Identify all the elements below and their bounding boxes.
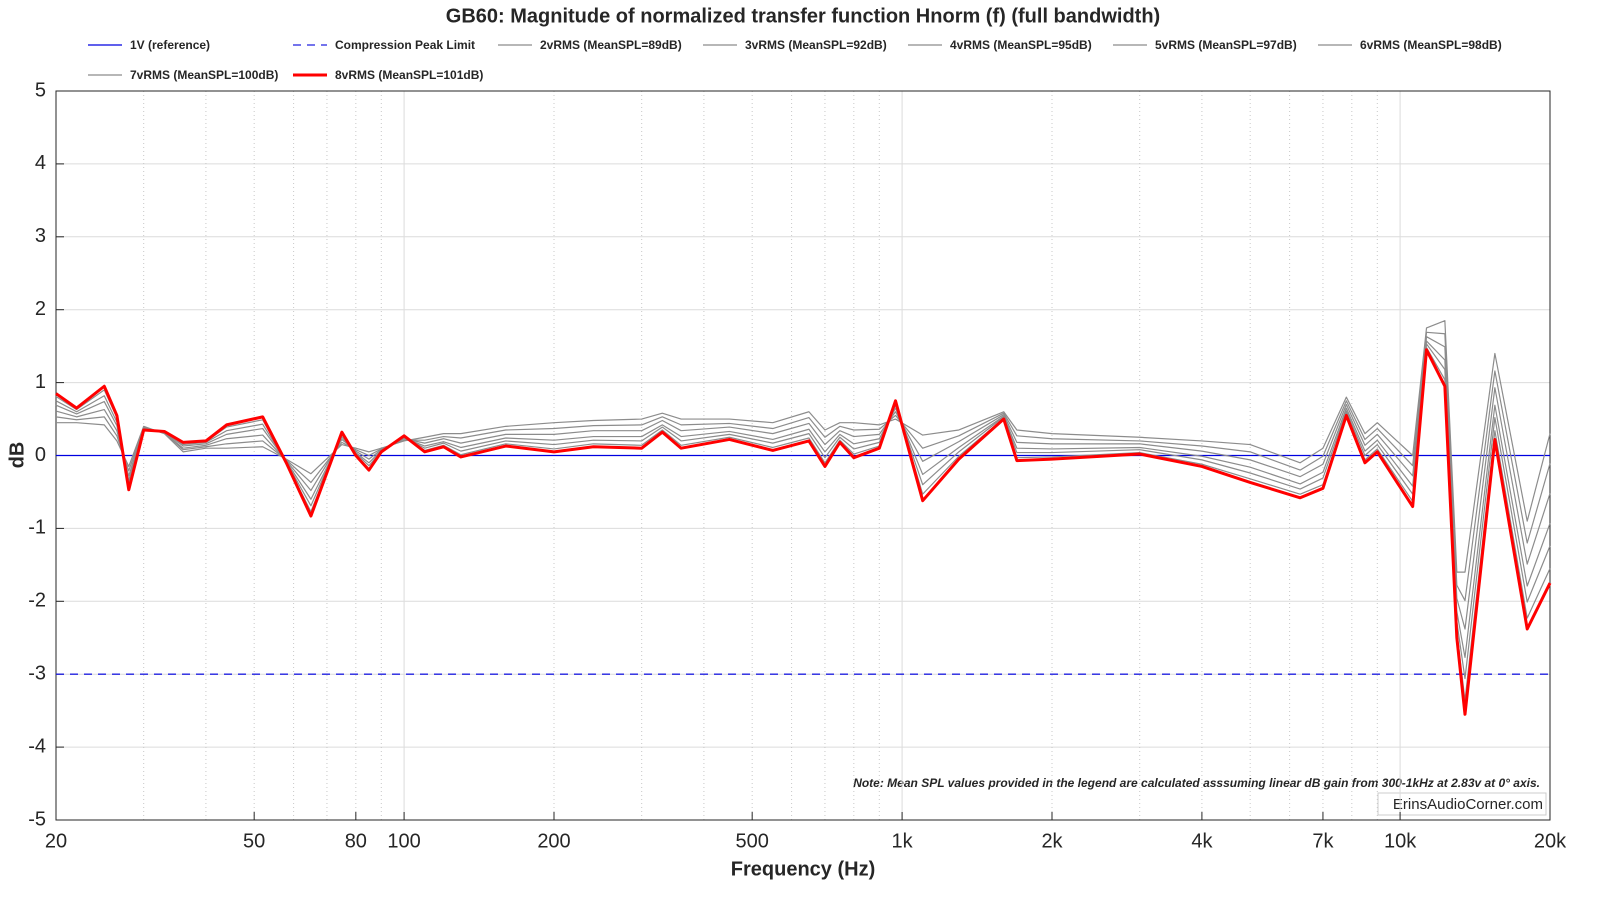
y-tick-label: -3 [28,662,46,684]
legend-label: 8vRMS (MeanSPL=101dB) [335,68,483,82]
y-tick-label: -2 [28,590,46,612]
series-line [55,331,1551,602]
series-line [55,343,1551,680]
legend-label: 2vRMS (MeanSPL=89dB) [540,38,682,52]
legend-label: 7vRMS (MeanSPL=100dB) [130,68,278,82]
watermark-box [1377,792,1547,816]
x-tick-label: 80 [345,830,367,852]
watermark: ErinsAudioCorner.com [1393,796,1543,813]
y-tick-label: -4 [28,735,46,757]
y-tick-label: 3 [35,225,46,247]
legend-label: 6vRMS (MeanSPL=98dB) [1360,38,1502,52]
legend-label: 1V (reference) [130,38,210,52]
x-tick-label: 7k [1312,830,1334,852]
y-tick-label: 0 [35,444,46,466]
x-tick-label: 50 [243,830,265,852]
x-tick-label: 500 [735,830,768,852]
x-tick-label: 4k [1191,830,1213,852]
note: Note: Mean SPL values provided in the le… [853,776,1540,790]
x-tick-label: 200 [537,830,570,852]
x-tick-label: 1k [892,830,914,852]
x-tick-label: 20 [45,830,67,852]
legend-label: Compression Peak Limit [335,38,475,52]
y-tick-label: -1 [28,517,46,539]
y-tick-label: 5 [35,79,46,101]
series-line [55,348,1552,716]
x-axis-label: Frequency (Hz) [731,858,875,880]
chart-title: GB60: Magnitude of normalized transfer f… [446,5,1160,27]
series-line [55,336,1551,630]
y-tick-label: 4 [35,152,46,174]
series-line [56,320,1551,573]
x-tick-label: 100 [387,830,420,852]
legend-label: 4vRMS (MeanSPL=95dB) [950,38,1092,52]
x-tick-label: 10k [1384,830,1417,852]
y-tick-label: 1 [35,371,46,393]
x-tick-label: 20k [1534,830,1567,852]
legend-label: 5vRMS (MeanSPL=97dB) [1155,38,1297,52]
x-tick-label: 2k [1041,830,1063,852]
series-line [55,340,1551,659]
legend-label: 3vRMS (MeanSPL=92dB) [745,38,887,52]
y-tick-label: -5 [28,808,46,830]
y-tick-label: 2 [35,298,46,320]
y-axis-label: dB [6,442,28,469]
